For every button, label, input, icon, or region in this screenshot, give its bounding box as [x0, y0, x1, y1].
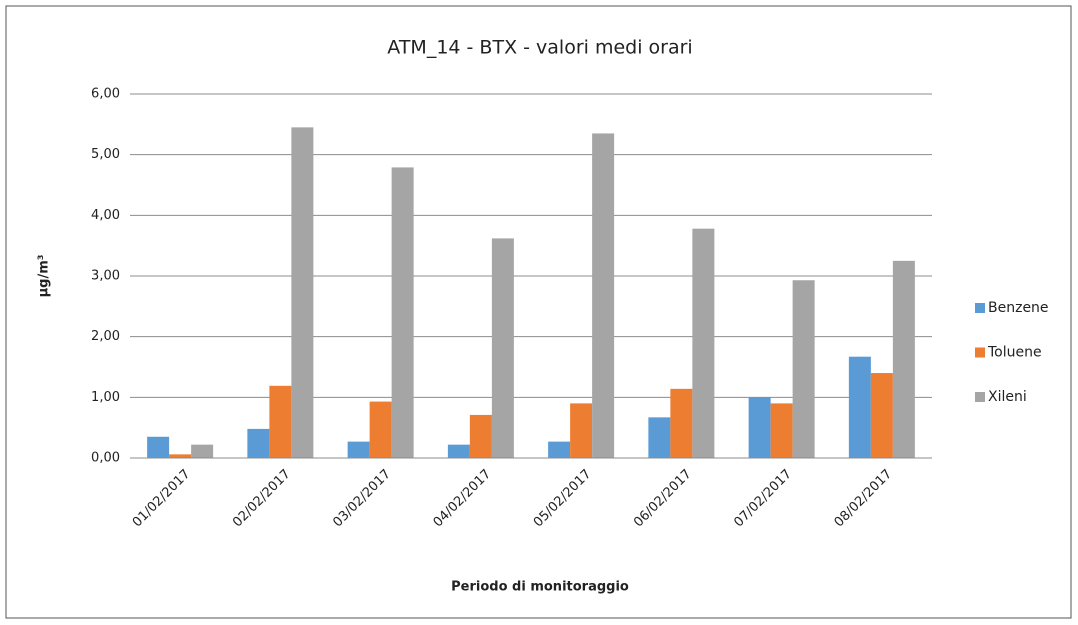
y-tick-label: 0,00 [91, 451, 120, 466]
y-tick-label: 4,00 [91, 208, 120, 223]
bar [870, 373, 893, 458]
x-axis-title: Periodo di monitoraggio [451, 580, 629, 595]
y-axis-title: µg/m³ [37, 255, 52, 298]
y-tick-label: 5,00 [91, 147, 120, 162]
bar [469, 414, 492, 458]
bar [291, 127, 314, 458]
bar [848, 356, 871, 458]
legend-label: Xileni [988, 389, 1027, 405]
bar [247, 428, 270, 458]
y-tick-label: 1,00 [91, 390, 120, 405]
bar [369, 401, 392, 458]
bar [347, 441, 370, 458]
bar [191, 444, 214, 458]
bar [147, 436, 170, 458]
bar [692, 228, 715, 458]
y-tick-label: 2,00 [91, 329, 120, 344]
bar [792, 280, 815, 458]
bar [670, 388, 693, 458]
legend-label: Toluene [987, 345, 1042, 361]
y-tick-label: 3,00 [91, 269, 120, 284]
bar [391, 167, 414, 458]
bar [892, 260, 915, 458]
bar [592, 133, 615, 458]
bar [269, 385, 292, 458]
bar [570, 403, 593, 458]
legend-swatch [975, 347, 985, 358]
bar [770, 403, 793, 458]
bar [648, 417, 671, 458]
y-tick-label: 6,00 [91, 87, 120, 102]
chart-title: ATM_14 - BTX - valori medi orari [387, 37, 692, 59]
legend-swatch [975, 303, 985, 313]
legend-label: Benzene [988, 300, 1049, 316]
legend-swatch [975, 392, 985, 402]
bar [169, 454, 192, 458]
bar [548, 441, 571, 458]
bar [447, 444, 470, 458]
bar [491, 238, 514, 458]
bar [748, 397, 771, 458]
